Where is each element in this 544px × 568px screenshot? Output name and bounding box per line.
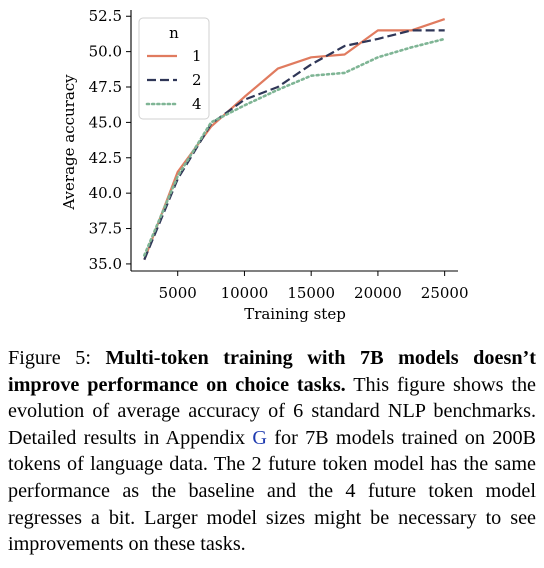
legend-title: n	[169, 24, 179, 42]
x-tick-label: 10000	[221, 284, 269, 302]
y-axis-title: Average accuracy	[60, 74, 78, 211]
caption-body: This figure shows the evolution of avera…	[8, 373, 537, 449]
axes	[126, 10, 458, 276]
y-tick-label: 47.5	[89, 78, 122, 96]
y-tick-label: 42.5	[89, 149, 122, 167]
y-tick-label: 40.0	[89, 184, 122, 202]
series-line-n-4	[143, 37, 447, 257]
x-tick-label: 20000	[354, 284, 402, 302]
y-tick-label: 50.0	[89, 43, 122, 61]
x-tick-label: 25000	[421, 284, 469, 302]
y-tick-label: 35.0	[89, 255, 122, 273]
legend-label-n-4: 4	[192, 95, 202, 113]
plot-area	[143, 18, 447, 261]
legend-label-n-1: 1	[192, 47, 202, 65]
accuracy-line-chart: 5000 10000 15000 20000 25000 35.0 37.5 40.0 42.5…	[60, 7, 469, 323]
legend-box	[138, 17, 210, 120]
y-tick-label: 45.0	[89, 113, 122, 131]
y-tick-label: 52.5	[89, 7, 122, 25]
x-tick-label: 15000	[287, 284, 335, 302]
x-tick-label: 5000	[159, 284, 197, 302]
y-tick-label: 37.5	[89, 220, 122, 238]
appendix-link[interactable]: G	[252, 426, 267, 449]
legend-label-n-2: 2	[192, 71, 202, 89]
figure-caption: Figure 5: Multi-token training with 7B m…	[8, 345, 536, 558]
caption-body-continued: for 7B models trained on 200B tokens of …	[8, 426, 537, 556]
tick-labels: 5000 10000 15000 20000 25000 35.0 37.5 40.0 42.5…	[89, 7, 469, 302]
caption-bold-title: Multi-token training with 7B models does…	[8, 347, 536, 396]
x-axis-title: Training step	[244, 305, 346, 323]
caption-label: Figure 5:	[8, 347, 91, 369]
legend: n1 2 4	[138, 17, 210, 120]
